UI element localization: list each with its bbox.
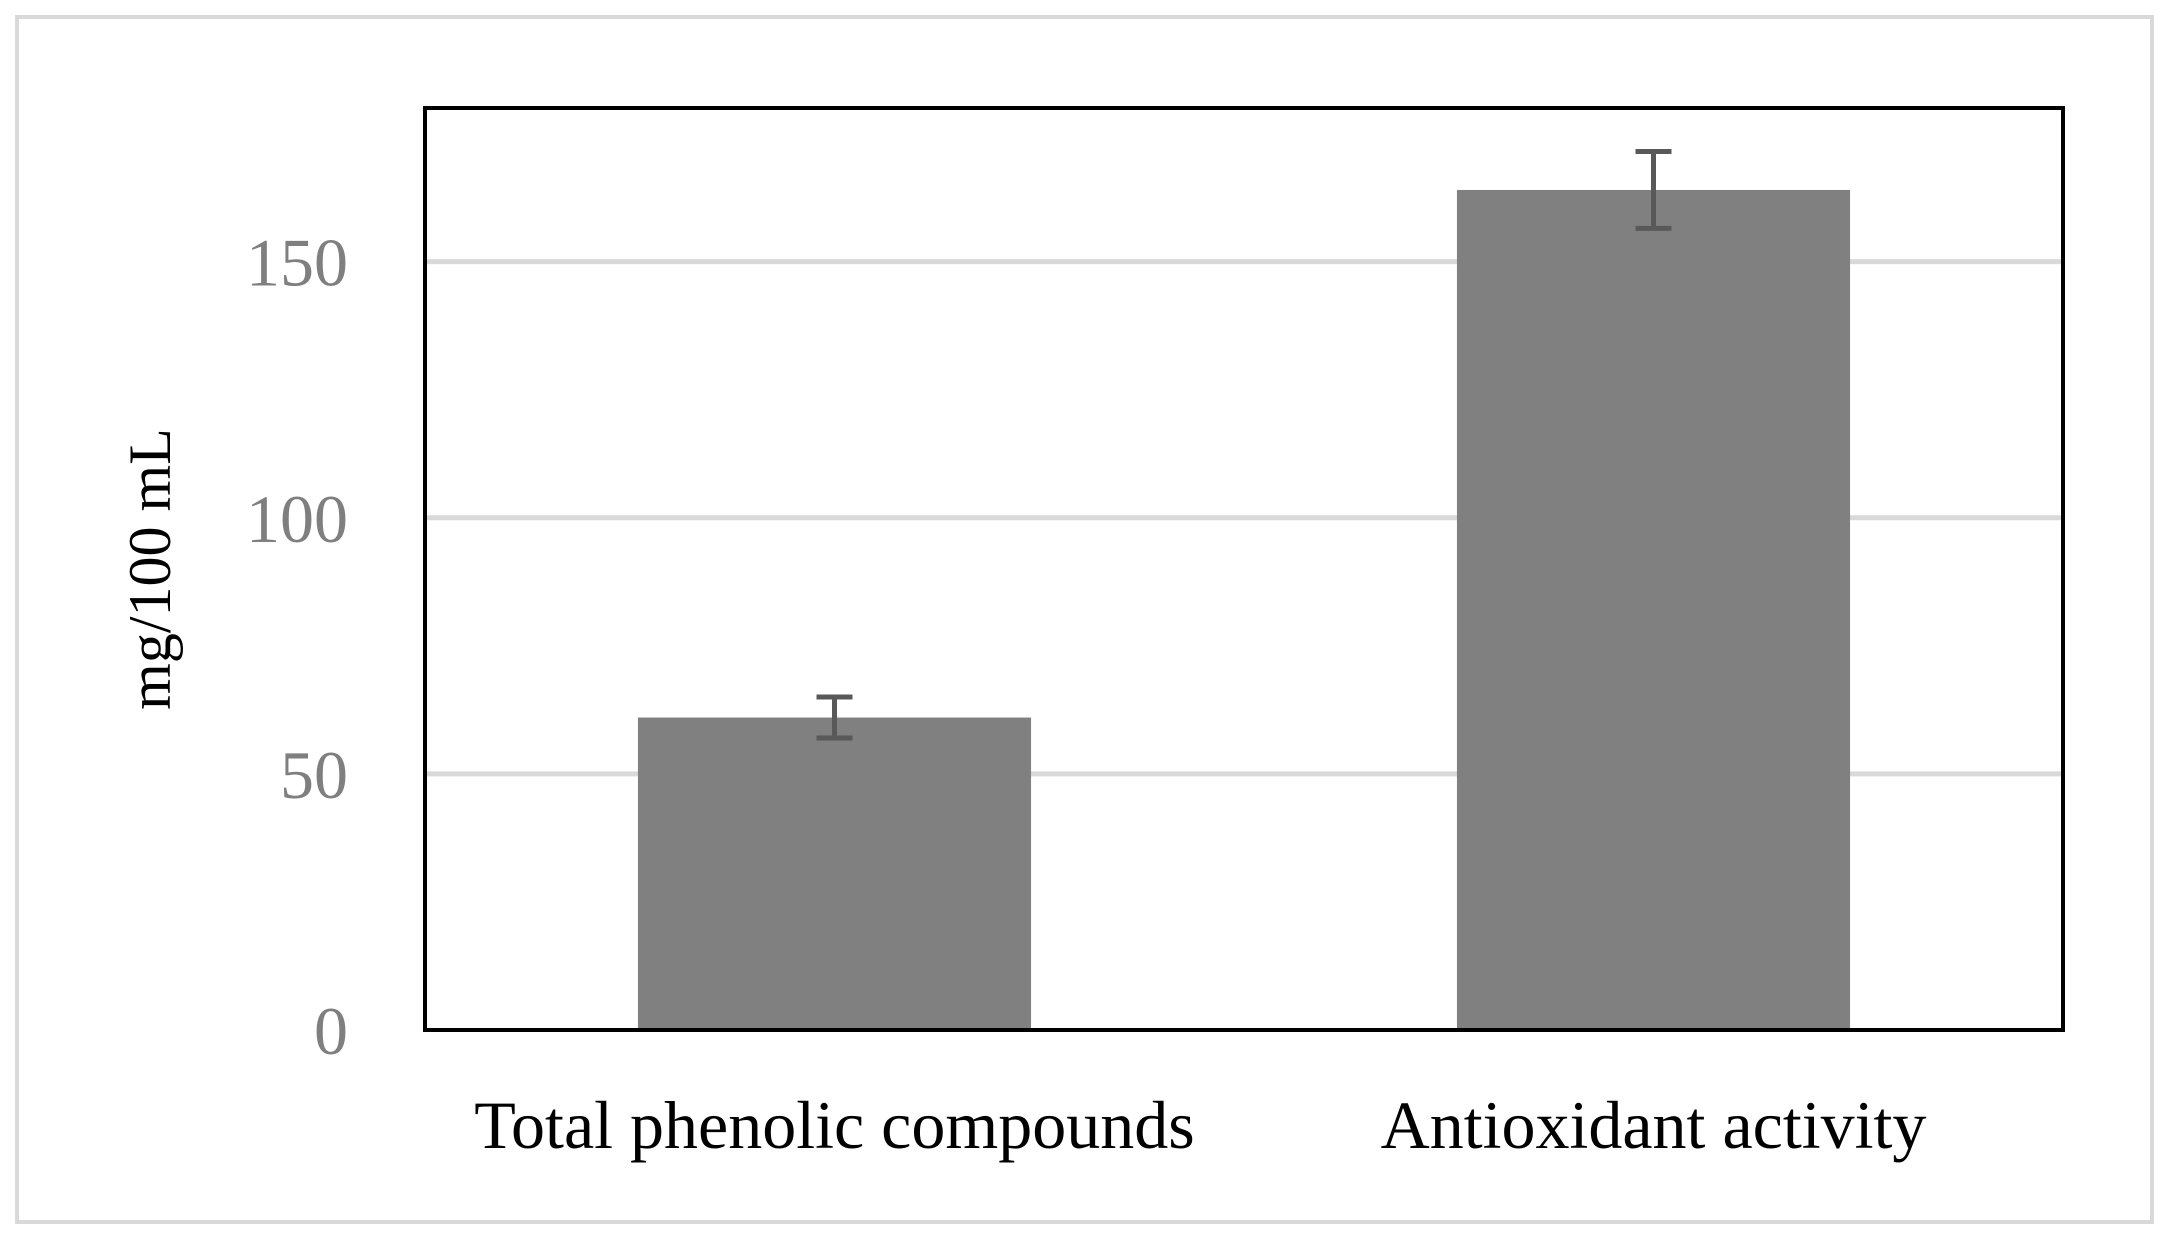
y-tick-label: 150 — [246, 225, 348, 301]
x-category-label: Total phenolic compounds — [474, 1087, 1194, 1163]
bar — [1456, 189, 1851, 1030]
y-tick-label: 100 — [246, 481, 348, 557]
y-tick-label: 50 — [280, 737, 348, 813]
x-category-label: Antioxidant activity — [1381, 1087, 1927, 1163]
error-bar — [816, 694, 853, 741]
y-axis-title: mg/100 mL — [117, 428, 183, 710]
error-bars — [816, 149, 1672, 741]
y-tick-label: 0 — [314, 993, 348, 1069]
plot-frame — [423, 106, 2065, 1032]
y-tick-labels: 0 50 100 150 — [246, 225, 348, 1069]
bar — [637, 717, 1032, 1030]
bars — [637, 189, 1851, 1030]
x-category-labels: Total phenolic compounds Antioxidant acti… — [474, 1087, 1926, 1163]
error-bar — [1635, 149, 1672, 231]
